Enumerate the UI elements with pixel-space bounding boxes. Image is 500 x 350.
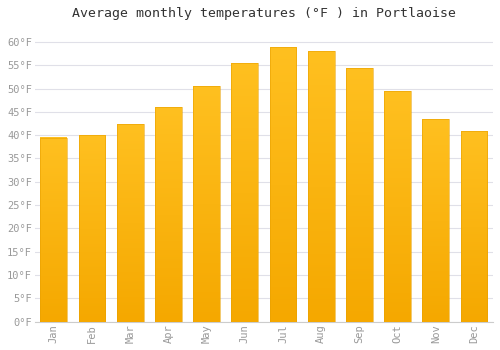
Bar [40,138,67,322]
Title: Average monthly temperatures (°F ) in Portlaoise: Average monthly temperatures (°F ) in Po… [72,7,456,20]
Bar [270,47,296,322]
Bar [422,119,449,322]
Bar [422,119,449,322]
Bar [40,138,67,322]
Bar [384,91,411,322]
Bar [460,131,487,322]
Bar [460,131,487,322]
Bar [308,51,334,322]
Bar [78,135,106,322]
Bar [193,86,220,322]
Bar [78,135,106,322]
Bar [384,91,411,322]
Bar [232,63,258,322]
Bar [346,68,372,322]
Bar [270,47,296,322]
Bar [232,63,258,322]
Bar [308,51,334,322]
Bar [193,86,220,322]
Bar [117,124,143,322]
Bar [117,124,143,322]
Bar [155,107,182,322]
Bar [155,107,182,322]
Bar [346,68,372,322]
